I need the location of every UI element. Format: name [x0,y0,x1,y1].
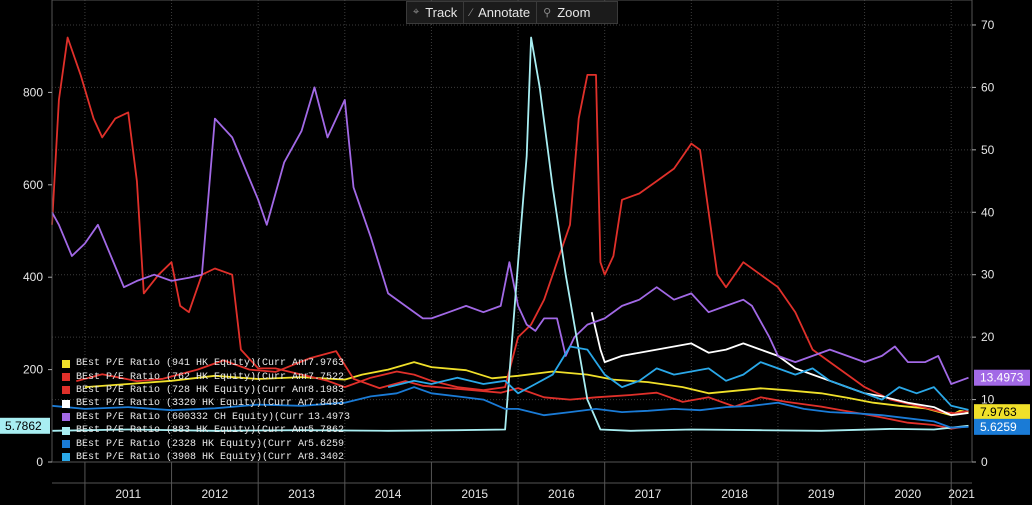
legend-value: 8.3402 [308,451,345,463]
chart-toolbar: ⌖ Track ∕ Annotate ⚲ Zoom [406,1,618,24]
x-tick-label: 2013 [288,487,315,501]
legend-swatch [62,426,70,435]
track-button[interactable]: ⌖ Track [407,2,465,23]
legend-swatch [62,373,70,382]
x-tick-label: 2015 [461,487,488,501]
y-left-tick-label: 600 [23,178,43,192]
legend-swatch [62,453,70,462]
value-tag-label: 13.4973 [980,371,1024,385]
x-tick-label: 2011 [115,487,141,501]
chart-legend: BEst P/E Ratio (941 HK Equity)(Curr Ann)… [60,357,360,464]
y-right-tick-label: 40 [981,205,995,219]
legend-label: BEst P/E Ratio (600332 CH Equity)(Curr A… [76,411,308,423]
x-tick-label: 2018 [721,487,748,501]
series-line [51,36,969,432]
x-tick-label: 2020 [895,487,922,501]
annotate-label: Annotate [478,5,531,20]
legend-value: 5.7862 [308,425,345,437]
legend-swatch [62,399,70,408]
legend-value: 7.8493 [308,398,345,410]
legend-value: 7.9763 [308,358,345,370]
right-axis-value-tag: 7.9763 [974,404,1030,421]
y-right-tick-label: 0 [981,455,988,469]
series-line [590,311,969,417]
legend-entry[interactable]: BEst P/E Ratio (762 HK Equity)(Curr Ann)… [60,370,360,383]
y-right-tick-label: 30 [981,268,995,282]
legend-label: BEst P/E Ratio (762 HK Equity)(Curr Ann) [76,371,308,383]
value-tag-bg [974,418,1030,435]
legend-entry[interactable]: BEst P/E Ratio (3908 HK Equity)(Curr Ann… [60,451,360,464]
value-tag-bg [974,369,1030,386]
right-axis-value-tag: 13.4973 [974,369,1030,386]
legend-value: 13.4973 [308,411,351,423]
series-lines [51,36,969,432]
series-line [76,350,969,430]
right-axis-value-tag: 5.6259 [974,418,1030,435]
zoom-label: Zoom [557,5,591,20]
legend-entry[interactable]: BEst P/E Ratio (2328 HK Equity)(Curr Ann… [60,437,360,450]
x-tick-label: 2012 [202,487,229,501]
crosshair-icon: ⌖ [413,6,420,18]
pencil-icon: ∕ [470,6,473,19]
series-line [84,361,969,417]
x-tick-label: 2017 [635,487,662,501]
y-right-tick-label: 10 [981,393,995,407]
left-axis-value-tag: 5.7862 [0,417,50,434]
legend-entry[interactable]: BEst P/E Ratio (728 HK Equity)(Curr Ann)… [60,384,360,397]
value-tag-label: 5.7862 [5,419,42,433]
zoom-button[interactable]: ⚲ Zoom [537,2,596,23]
y-right-tick-label: 20 [981,330,995,344]
y-left-tick-label: 0 [36,455,43,469]
legend-swatch [62,359,70,368]
value-tag-label: 7.9763 [980,405,1017,419]
legend-label: BEst P/E Ratio (883 HK Equity)(Curr Ann) [76,425,308,437]
value-tag-bg [974,404,1030,421]
legend-label: BEst P/E Ratio (728 HK Equity)(Curr Ann) [76,384,308,396]
legend-entry[interactable]: BEst P/E Ratio (600332 CH Equity)(Curr A… [60,411,360,424]
y-left-tick-label: 800 [23,85,43,99]
x-tick-label: 2019 [808,487,835,501]
legend-value: 7.7522 [308,371,345,383]
value-tag-bg [0,417,50,434]
legend-label: BEst P/E Ratio (3908 HK Equity)(Curr Ann… [76,451,308,463]
value-tag-label: 5.6259 [980,420,1017,434]
series-line [51,36,969,415]
legend-swatch [62,386,70,395]
legend-value: 5.6259 [308,438,345,450]
legend-swatch [62,440,70,449]
y-left-tick-label: 400 [23,270,43,284]
track-label: Track [425,5,458,20]
magnifier-icon: ⚲ [543,7,552,19]
x-tick-label: 2016 [548,487,575,501]
grid [52,0,972,463]
y-right-tick-label: 50 [981,143,995,157]
legend-label: BEst P/E Ratio (2328 HK Equity)(Curr Ann… [76,438,308,450]
legend-entry[interactable]: BEst P/E Ratio (883 HK Equity)(Curr Ann)… [60,424,360,437]
y-right-tick-label: 60 [981,80,995,94]
legend-label: BEst P/E Ratio (941 HK Equity)(Curr Ann) [76,358,308,370]
y-right-tick-label: 70 [981,18,995,32]
series-line [51,386,969,429]
axes: 2011 2012 2013 2014 2015 2016 2017 2018 2019 2020… [23,0,995,505]
series-line [387,345,969,411]
annotate-button[interactable]: ∕ Annotate [464,2,538,23]
y-left-tick-label: 200 [23,363,43,377]
x-tick-label: 2014 [375,487,402,501]
series-line [51,86,969,385]
legend-entry[interactable]: BEst P/E Ratio (3320 HK Equity)(Curr Ann… [60,397,360,410]
legend-entry[interactable]: BEst P/E Ratio (941 HK Equity)(Curr Ann)… [60,357,360,370]
legend-value: 8.1983 [308,384,345,396]
legend-swatch [62,413,70,422]
plot-frame [51,0,973,463]
legend-label: BEst P/E Ratio (3320 HK Equity)(Curr Ann… [76,398,308,410]
x-tick-label: 2021 [948,487,975,501]
